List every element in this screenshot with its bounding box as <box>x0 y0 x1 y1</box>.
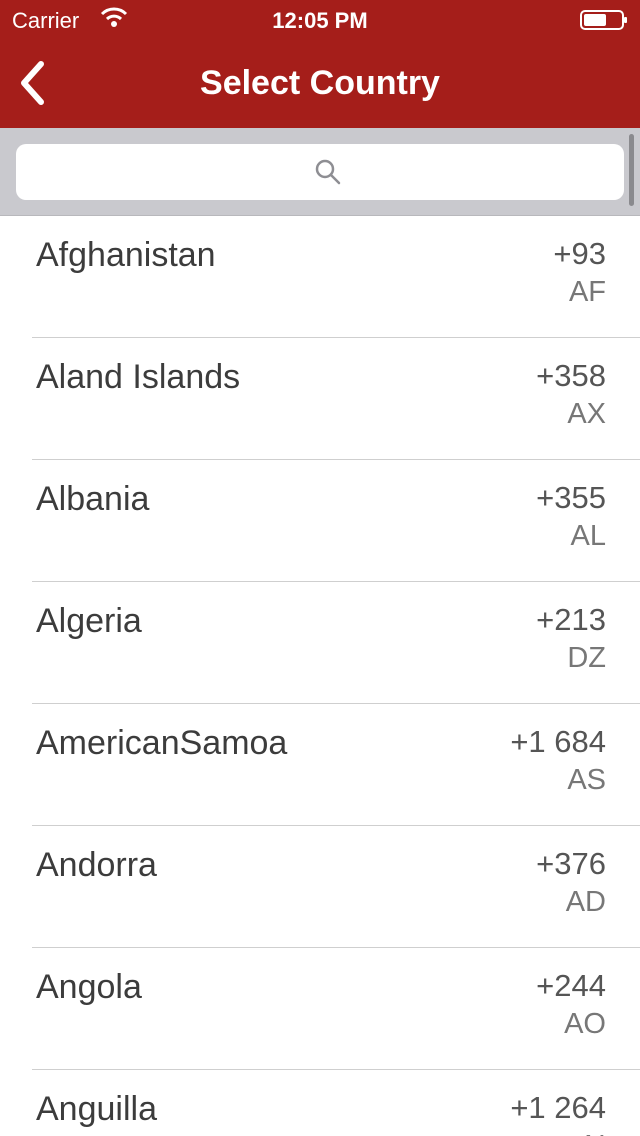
list-item[interactable]: AmericanSamoa +1 684 AS <box>0 704 640 826</box>
country-iso: AF <box>568 276 606 308</box>
dial-code: +93 <box>553 236 606 271</box>
country-iso: AS <box>567 764 606 796</box>
list-item[interactable]: Albania +355 AL <box>0 460 640 582</box>
country-name: Angola <box>36 968 142 1006</box>
back-chevron-icon[interactable] <box>14 58 50 108</box>
list-item[interactable]: Andorra +376 AD <box>0 826 640 948</box>
status-time: 12:05 PM <box>272 8 368 33</box>
row-divider <box>32 703 640 704</box>
country-iso: AX <box>567 398 606 430</box>
country-name: Albania <box>36 480 150 518</box>
row-divider <box>32 459 640 460</box>
search-input[interactable] <box>16 144 628 202</box>
navigation-bar: Select Country <box>0 40 640 128</box>
row-divider <box>32 825 640 826</box>
list-item[interactable]: Aland Islands +358 AX <box>0 338 640 460</box>
list-item[interactable]: Angola +244 AO <box>0 948 640 1070</box>
row-divider <box>32 1069 640 1070</box>
row-divider <box>32 337 640 338</box>
dial-code: +358 <box>536 358 606 393</box>
list-item[interactable]: Anguilla +1 264 AI <box>0 1070 640 1136</box>
country-iso: AD <box>565 886 606 918</box>
dial-code: +1 684 <box>510 724 606 759</box>
country-name: Aland Islands <box>36 358 241 396</box>
search-field[interactable] <box>16 144 628 202</box>
page-title: Select Country <box>200 64 440 102</box>
status-bar: Carrier 12:05 PM <box>0 0 640 40</box>
country-iso: AO <box>564 1008 606 1040</box>
scrollbar[interactable] <box>629 134 634 206</box>
country-name: AmericanSamoa <box>36 724 288 762</box>
dial-code: +244 <box>536 968 606 1003</box>
search-bar <box>0 128 640 216</box>
row-divider <box>32 947 640 948</box>
country-list: Afghanistan +93 AF Aland Islands +358 AX… <box>0 216 640 1136</box>
list-item[interactable]: Algeria +213 DZ <box>0 582 640 704</box>
wifi-icon <box>100 7 128 27</box>
dial-code: +355 <box>536 480 606 515</box>
carrier-label: Carrier <box>12 8 80 33</box>
battery-icon <box>580 10 627 30</box>
row-divider <box>32 581 640 582</box>
country-name: Algeria <box>36 602 142 640</box>
country-name: Afghanistan <box>36 236 216 274</box>
list-item[interactable]: Afghanistan +93 AF <box>0 216 640 338</box>
country-name: Andorra <box>36 846 157 884</box>
dial-code: +376 <box>536 846 606 881</box>
dial-code: +213 <box>536 602 606 637</box>
country-iso: AI <box>579 1130 606 1136</box>
country-iso: DZ <box>567 642 606 674</box>
app-header: Carrier 12:05 PM Select Country <box>0 0 640 128</box>
country-iso: AL <box>570 520 606 552</box>
country-name: Anguilla <box>36 1090 157 1128</box>
dial-code: +1 264 <box>510 1090 606 1125</box>
